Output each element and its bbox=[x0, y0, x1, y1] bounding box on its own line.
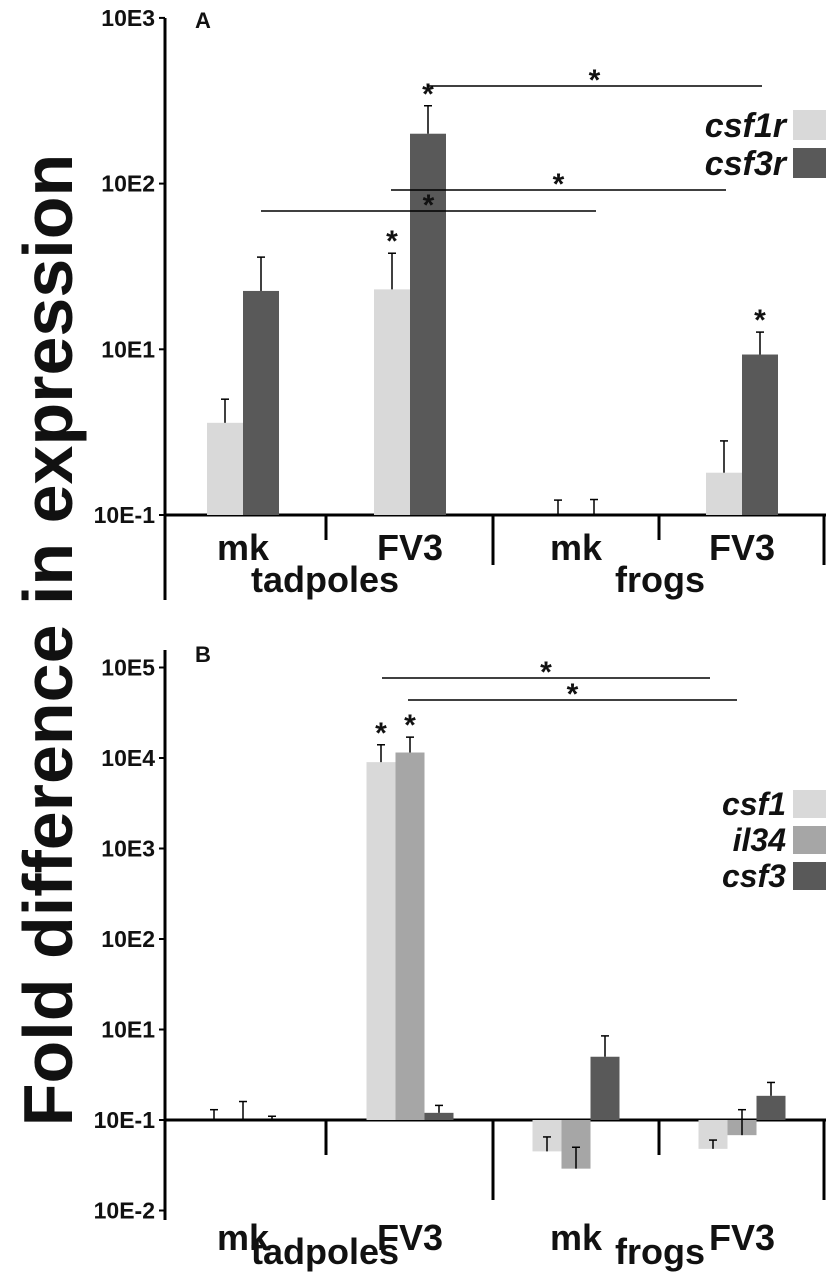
bar-csf3 bbox=[424, 1112, 454, 1120]
significance-star: * bbox=[754, 304, 766, 337]
panel-label-a: A bbox=[195, 8, 211, 33]
comparison-star: * bbox=[540, 656, 552, 689]
bar-csf3r bbox=[243, 290, 279, 515]
bar-csf3 bbox=[590, 1056, 620, 1120]
comparison-star: * bbox=[423, 189, 435, 222]
comparison-star: * bbox=[567, 678, 579, 711]
bar-csf1r bbox=[207, 422, 243, 515]
legend-label-csf1r: csf1r bbox=[705, 107, 788, 145]
bar-csf1r bbox=[706, 472, 742, 515]
y-tick-label: 10E2 bbox=[101, 171, 155, 197]
group-label: tadpoles bbox=[251, 1231, 399, 1272]
bar-csf1r bbox=[374, 289, 410, 515]
y-tick-label: 10E1 bbox=[101, 1017, 155, 1043]
y-axis-title: Fold difference in expression bbox=[9, 154, 87, 1126]
comparison-star: * bbox=[553, 168, 565, 201]
legend-label-csf3: csf3 bbox=[722, 858, 786, 894]
legend-label-csf3r: csf3r bbox=[705, 145, 788, 183]
legend-label-csf1: csf1 bbox=[722, 786, 786, 822]
y-tick-label: 10E-2 bbox=[94, 1198, 155, 1224]
bar-csf3r bbox=[410, 133, 446, 515]
panel-label-b: B bbox=[195, 642, 211, 667]
significance-star: * bbox=[404, 709, 416, 742]
bar-il34 bbox=[395, 752, 425, 1120]
legend-label-il34: il34 bbox=[733, 822, 787, 858]
y-tick-label: 10E-1 bbox=[94, 502, 156, 528]
significance-star: * bbox=[386, 225, 398, 258]
category-label: FV3 bbox=[709, 1217, 775, 1258]
legend-swatch-csf3r bbox=[793, 148, 826, 178]
y-tick-label: 10E2 bbox=[101, 926, 155, 952]
bar-csf1 bbox=[366, 762, 396, 1120]
legend-swatch-csf1 bbox=[793, 790, 826, 818]
group-label: frogs bbox=[615, 1231, 705, 1272]
significance-star: * bbox=[375, 717, 387, 750]
legend-swatch-csf1r bbox=[793, 110, 826, 140]
category-label: mk bbox=[217, 1217, 270, 1258]
significance-star: * bbox=[422, 78, 434, 111]
legend-swatch-csf3 bbox=[793, 862, 826, 890]
y-tick-label: 10E-1 bbox=[94, 1107, 156, 1133]
category-label: mk bbox=[550, 1217, 603, 1258]
group-label: frogs bbox=[615, 559, 705, 600]
group-label: tadpoles bbox=[251, 559, 399, 600]
y-tick-label: 10E3 bbox=[101, 5, 155, 31]
y-tick-label: 10E4 bbox=[101, 745, 155, 771]
legend-swatch-il34 bbox=[793, 826, 826, 854]
panel-b: 10E-2 10E-1 10E1 10E2 10E3 10E4 10E5 mk * * FV3 mk F… bbox=[94, 650, 826, 1272]
category-label: mk bbox=[550, 527, 603, 568]
bar-csf3 bbox=[756, 1095, 786, 1120]
category-label: FV3 bbox=[377, 527, 443, 568]
bar-csf3r bbox=[742, 354, 778, 515]
category-label: mk bbox=[217, 527, 270, 568]
y-tick-label: 10E5 bbox=[101, 655, 155, 681]
y-tick-label: 10E1 bbox=[101, 336, 155, 362]
comparison-star: * bbox=[589, 64, 601, 97]
category-label: FV3 bbox=[377, 1217, 443, 1258]
y-tick-label: 10E3 bbox=[101, 836, 155, 862]
category-label: FV3 bbox=[709, 527, 775, 568]
